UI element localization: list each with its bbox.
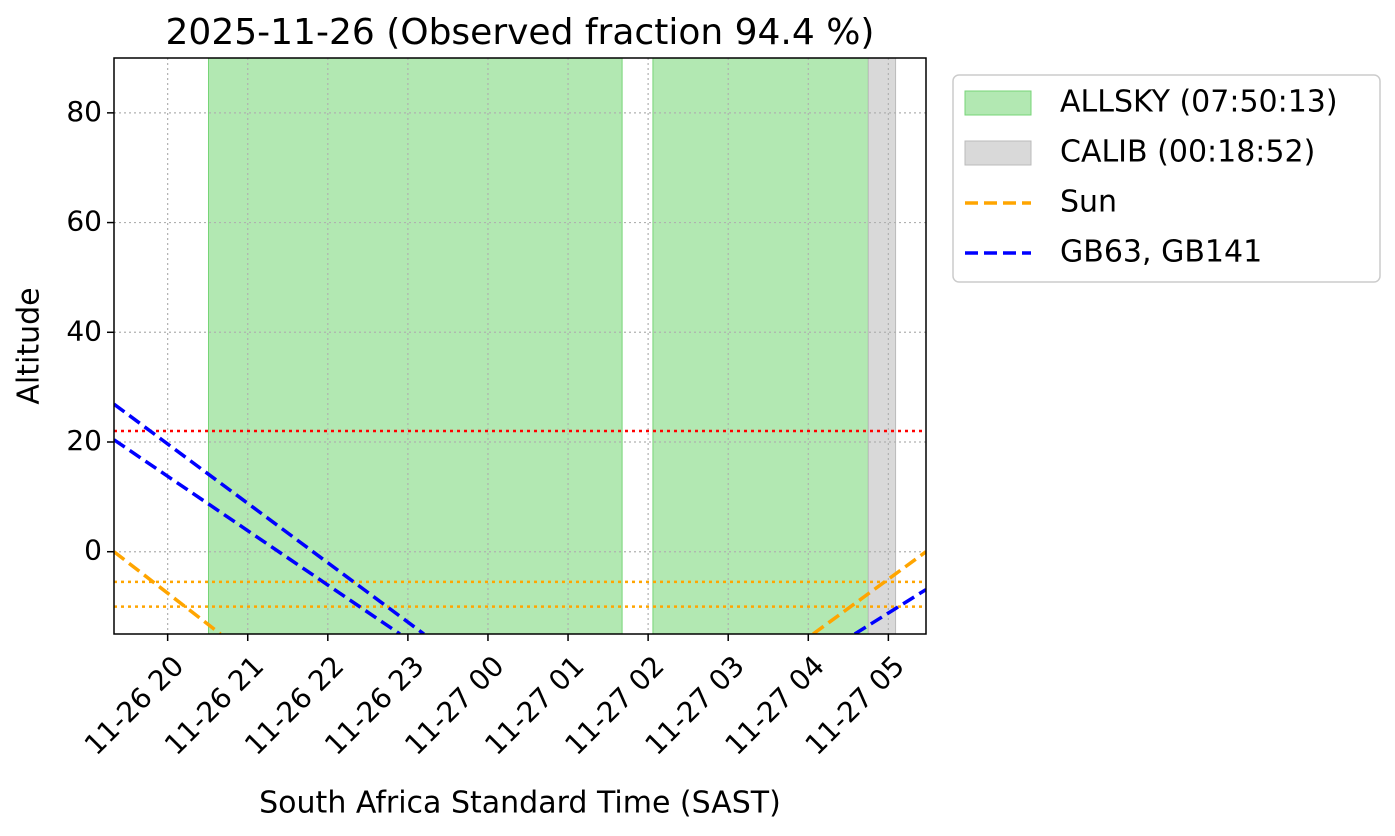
- legend-label: ALLSKY (07:50:13): [1060, 85, 1338, 120]
- series-line: [114, 550, 926, 634]
- legend-box: [952, 74, 1381, 283]
- legend-label: CALIB (00:18:52): [1060, 135, 1315, 170]
- y-tick-label: 20: [66, 424, 102, 457]
- legend-label: Sun: [1060, 185, 1117, 220]
- y-tick-label: 0: [84, 534, 102, 567]
- span: [867, 58, 897, 634]
- x-axis-label: South Africa Standard Time (SAST): [259, 786, 781, 821]
- plot-frame: [113, 57, 927, 635]
- chart-title: 2025-11-26 (Observed fraction 94.4 %): [166, 12, 875, 53]
- span: [207, 58, 623, 634]
- y-tick-label: 60: [66, 205, 102, 238]
- legend-swatch: [964, 140, 1032, 166]
- legend-swatch: [964, 90, 1032, 116]
- series-line: [114, 402, 926, 634]
- span: [652, 58, 869, 634]
- legend-label: GB63, GB141: [1060, 235, 1262, 270]
- plot-area: [114, 58, 926, 634]
- y-tick-label: 40: [66, 314, 102, 347]
- y-axis-label: Altitude: [12, 287, 47, 404]
- y-tick-label: 80: [66, 95, 102, 128]
